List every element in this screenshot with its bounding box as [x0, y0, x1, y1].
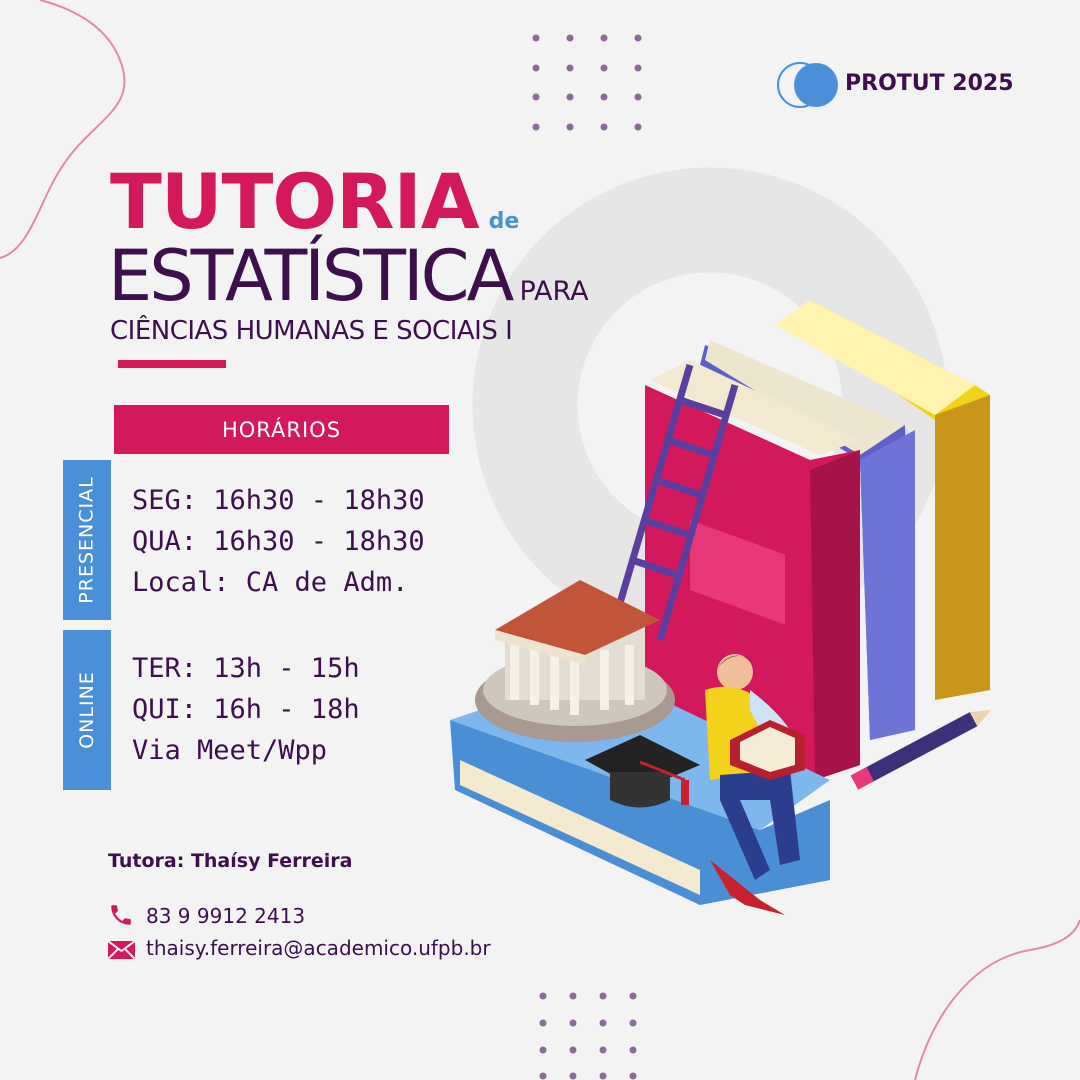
presencial-label: PRESENCIAL [76, 476, 98, 604]
pink-curve-bottom-right [914, 919, 1080, 1080]
online-tab: ONLINE [63, 630, 111, 790]
title-row-2: ESTATÍSTICA PARA [108, 238, 589, 315]
subtitle: CIÊNCIAS HUMANAS E SOCIAIS I [110, 316, 513, 346]
title-connector-para: PARA [519, 276, 589, 307]
envelope-icon [108, 941, 135, 959]
online-schedule: TER: 13h - 15h QUI: 16h - 18h Via Meet/W… [132, 648, 360, 771]
brand-name: PROTUT 2025 [845, 71, 1014, 96]
schedule-line: Via Meet/Wpp [132, 735, 328, 766]
online-label: ONLINE [76, 671, 99, 749]
protut-logo-icon [777, 62, 838, 108]
title-estatistica: ESTATÍSTICA [108, 235, 514, 317]
presencial-schedule: SEG: 16h30 - 18h30 QUA: 16h30 - 18h30 Lo… [132, 480, 425, 603]
schedule-line: Local: CA de Adm. [132, 567, 409, 598]
title-connector-de: de [488, 209, 520, 234]
phone-number[interactable]: 83 9 9912 2413 [146, 904, 306, 928]
schedule-line: QUA: 16h30 - 18h30 [132, 526, 425, 557]
schedule-header: HORÁRIOS [114, 405, 449, 454]
presencial-tab: PRESENCIAL [63, 460, 111, 620]
books-student-illustration [450, 300, 992, 915]
title-tutoria: TUTORIA [110, 157, 480, 246]
schedule-line: SEG: 16h30 - 18h30 [132, 485, 425, 516]
title-underline [118, 360, 226, 368]
dot-grid-bottom [539, 992, 637, 1080]
pink-curve-top-left [0, 0, 126, 259]
title-row-1: TUTORIA de [110, 160, 519, 244]
tutor-name: Tutora: Thaísy Ferreira [108, 850, 353, 872]
schedule-line: QUI: 16h - 18h [132, 694, 360, 725]
schedule-line: TER: 13h - 15h [132, 653, 360, 684]
phone-icon [111, 905, 131, 925]
dot-grid-top [532, 34, 642, 131]
email-address[interactable]: thaisy.ferreira@academico.ufpb.br [146, 936, 491, 960]
